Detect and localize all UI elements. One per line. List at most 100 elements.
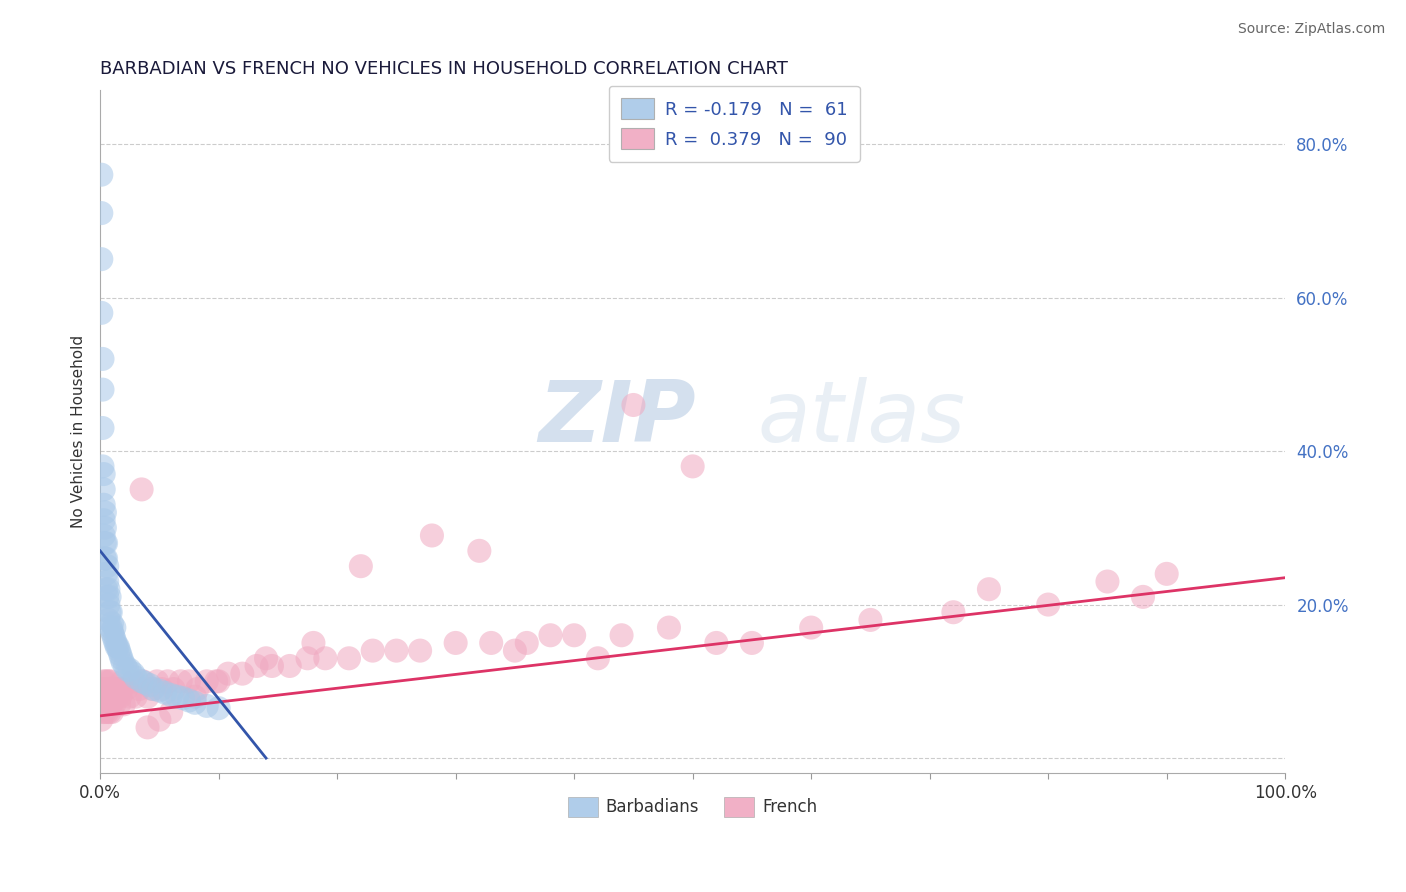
Point bbox=[586, 651, 609, 665]
Point bbox=[142, 681, 165, 696]
Point bbox=[104, 636, 127, 650]
Point bbox=[94, 582, 117, 597]
Point bbox=[610, 628, 633, 642]
Point bbox=[177, 674, 200, 689]
Point bbox=[94, 551, 117, 566]
Point bbox=[205, 674, 228, 689]
Point bbox=[658, 621, 681, 635]
Point bbox=[115, 681, 138, 696]
Point bbox=[134, 676, 156, 690]
Point bbox=[96, 559, 118, 574]
Point bbox=[623, 398, 645, 412]
Point bbox=[160, 688, 183, 702]
Point bbox=[361, 643, 384, 657]
Point bbox=[110, 651, 132, 665]
Point bbox=[503, 643, 526, 657]
Point bbox=[94, 505, 117, 519]
Point bbox=[108, 698, 131, 712]
Point bbox=[97, 698, 120, 712]
Point bbox=[156, 674, 179, 689]
Point bbox=[117, 663, 139, 677]
Point bbox=[97, 674, 120, 689]
Point bbox=[245, 659, 267, 673]
Point bbox=[186, 681, 208, 696]
Point bbox=[800, 621, 823, 635]
Point bbox=[942, 605, 965, 619]
Point bbox=[540, 628, 562, 642]
Point bbox=[706, 636, 728, 650]
Point bbox=[132, 674, 155, 689]
Text: BARBADIAN VS FRENCH NO VEHICLES IN HOUSEHOLD CORRELATION CHART: BARBADIAN VS FRENCH NO VEHICLES IN HOUSE… bbox=[100, 60, 787, 78]
Point bbox=[90, 206, 112, 220]
Point bbox=[107, 640, 129, 654]
Point bbox=[146, 674, 169, 689]
Point bbox=[96, 590, 118, 604]
Point bbox=[101, 705, 124, 719]
Point bbox=[217, 666, 239, 681]
Point bbox=[110, 690, 132, 704]
Y-axis label: No Vehicles in Household: No Vehicles in Household bbox=[72, 335, 86, 528]
Point bbox=[350, 559, 373, 574]
Point bbox=[195, 698, 218, 713]
Point bbox=[91, 383, 114, 397]
Point bbox=[141, 681, 163, 696]
Point bbox=[131, 483, 153, 497]
Point bbox=[128, 681, 150, 696]
Point bbox=[112, 698, 135, 712]
Point bbox=[184, 690, 207, 704]
Point bbox=[91, 681, 114, 696]
Point bbox=[516, 636, 538, 650]
Point bbox=[150, 681, 173, 696]
Point bbox=[90, 168, 112, 182]
Point bbox=[1097, 574, 1119, 589]
Point bbox=[136, 690, 159, 704]
Point bbox=[94, 698, 117, 712]
Point bbox=[114, 659, 136, 673]
Legend: Barbadians, French: Barbadians, French bbox=[561, 790, 824, 823]
Point bbox=[118, 690, 141, 704]
Point bbox=[208, 674, 231, 689]
Point bbox=[302, 636, 325, 650]
Point bbox=[93, 467, 115, 481]
Point bbox=[101, 681, 124, 696]
Point bbox=[97, 613, 120, 627]
Point bbox=[110, 681, 132, 696]
Point bbox=[97, 598, 120, 612]
Point bbox=[94, 536, 117, 550]
Point bbox=[94, 521, 117, 535]
Point bbox=[297, 651, 319, 665]
Point bbox=[104, 681, 127, 696]
Point bbox=[314, 651, 336, 665]
Point bbox=[977, 582, 1000, 597]
Point bbox=[90, 306, 112, 320]
Point bbox=[110, 648, 132, 662]
Point bbox=[91, 459, 114, 474]
Point bbox=[166, 690, 188, 704]
Point bbox=[98, 705, 121, 719]
Point bbox=[90, 690, 112, 704]
Point bbox=[98, 590, 121, 604]
Point bbox=[91, 351, 114, 366]
Point bbox=[859, 613, 882, 627]
Point bbox=[195, 674, 218, 689]
Point bbox=[101, 624, 124, 639]
Point bbox=[1156, 566, 1178, 581]
Point bbox=[93, 483, 115, 497]
Point bbox=[122, 666, 145, 681]
Point bbox=[97, 582, 120, 597]
Point bbox=[98, 681, 121, 696]
Point bbox=[94, 566, 117, 581]
Point bbox=[93, 528, 115, 542]
Point bbox=[93, 513, 115, 527]
Point bbox=[94, 674, 117, 689]
Point bbox=[444, 636, 467, 650]
Point bbox=[103, 621, 125, 635]
Point bbox=[125, 690, 148, 704]
Point bbox=[479, 636, 502, 650]
Point bbox=[1038, 598, 1060, 612]
Text: ZIP: ZIP bbox=[538, 376, 696, 459]
Point bbox=[155, 686, 177, 700]
Point bbox=[94, 551, 117, 566]
Point bbox=[93, 698, 115, 712]
Point bbox=[160, 705, 183, 719]
